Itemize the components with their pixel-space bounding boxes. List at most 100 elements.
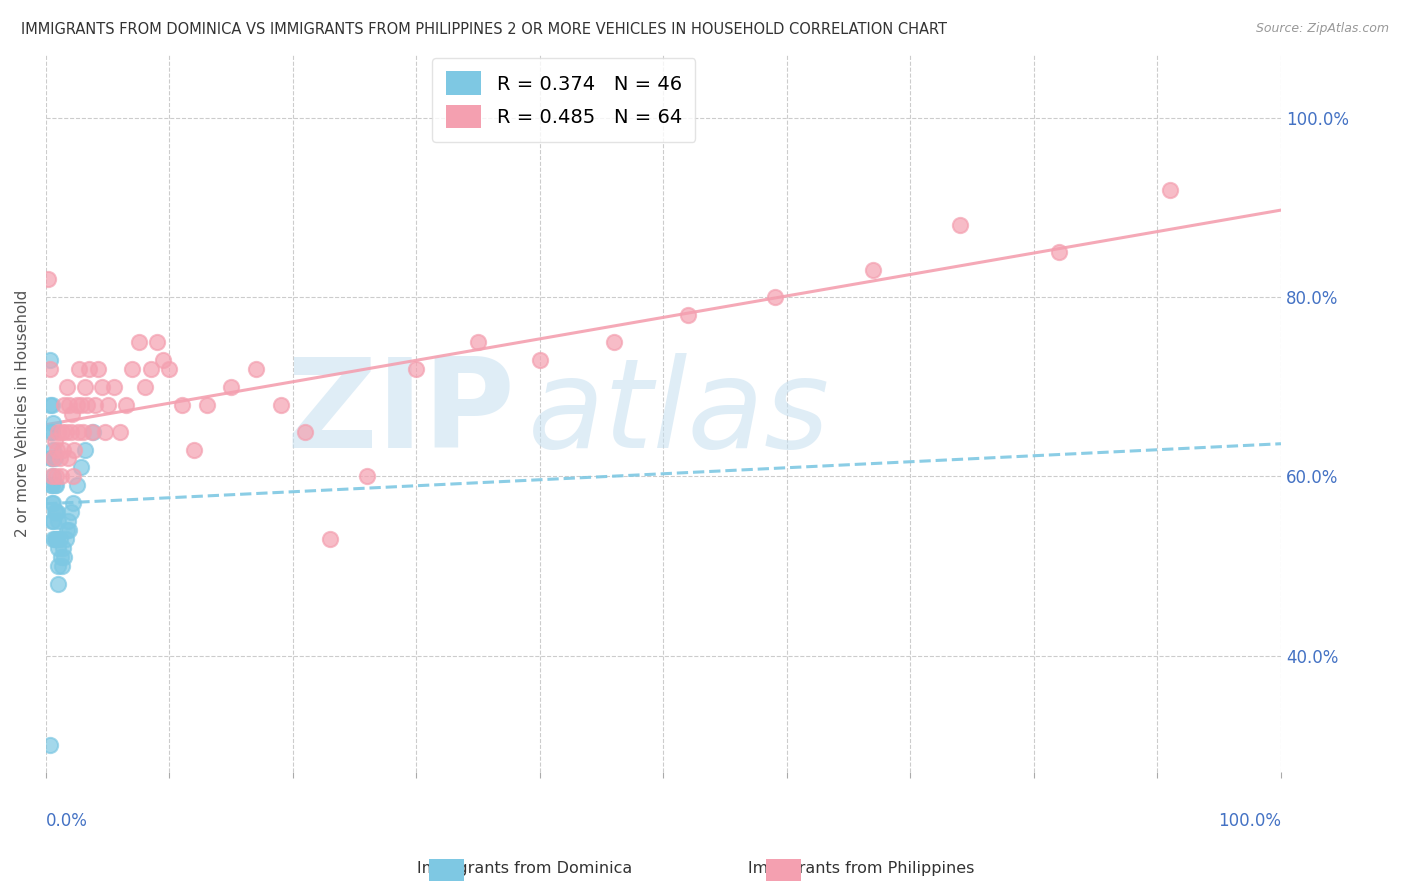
Point — [48, 451, 70, 466]
Point — [69, 398, 91, 412]
Point — [67, 425, 90, 439]
Point — [58, 398, 80, 412]
Text: Source: ZipAtlas.com: Source: ZipAtlas.com — [1256, 22, 1389, 36]
Point — [76, 398, 98, 412]
Point — [115, 398, 138, 412]
Point — [46, 577, 69, 591]
Point — [42, 514, 65, 528]
Point — [152, 352, 174, 367]
Point — [121, 361, 143, 376]
Point — [139, 361, 162, 376]
Point — [59, 505, 82, 519]
Point — [63, 442, 86, 457]
Point — [46, 541, 69, 555]
Point — [39, 425, 62, 439]
Point — [58, 523, 80, 537]
Point — [66, 478, 89, 492]
Point — [41, 451, 63, 466]
Point — [94, 425, 117, 439]
Point — [75, 380, 97, 394]
Point — [45, 505, 67, 519]
Point — [77, 361, 100, 376]
Point — [52, 442, 75, 457]
Point — [41, 425, 63, 439]
Point — [80, 425, 103, 439]
Text: 100.0%: 100.0% — [1218, 812, 1281, 830]
Point — [294, 425, 316, 439]
Point — [66, 398, 89, 412]
Point — [48, 532, 70, 546]
Point — [49, 550, 72, 565]
Point — [676, 308, 699, 322]
Text: 0.0%: 0.0% — [46, 812, 87, 830]
Point — [146, 334, 169, 349]
Point — [72, 425, 94, 439]
Point — [41, 398, 63, 412]
Point — [39, 478, 62, 492]
Point — [1047, 245, 1070, 260]
Point — [62, 496, 84, 510]
Text: atlas: atlas — [527, 353, 830, 475]
Point — [55, 532, 77, 546]
Point — [58, 514, 80, 528]
Point — [219, 380, 242, 394]
Point — [38, 352, 60, 367]
Point — [46, 505, 69, 519]
Point — [38, 398, 60, 412]
Point — [46, 559, 69, 574]
Point — [75, 442, 97, 457]
Text: IMMIGRANTS FROM DOMINICA VS IMMIGRANTS FROM PHILIPPINES 2 OR MORE VEHICLES IN HO: IMMIGRANTS FROM DOMINICA VS IMMIGRANTS F… — [21, 22, 948, 37]
Point — [763, 290, 786, 304]
Point — [51, 425, 73, 439]
Point — [44, 532, 66, 546]
Point — [90, 380, 112, 394]
Point — [41, 469, 63, 483]
Point — [183, 442, 205, 457]
Point — [45, 532, 67, 546]
Point — [56, 380, 79, 394]
Point — [42, 469, 65, 483]
Text: Immigrants from Philippines: Immigrants from Philippines — [713, 861, 974, 876]
Point — [245, 361, 267, 376]
Point — [467, 334, 489, 349]
Text: Immigrants from Dominica: Immigrants from Dominica — [381, 861, 631, 876]
Text: ZIP: ZIP — [287, 353, 515, 475]
Point — [42, 532, 65, 546]
Point — [45, 469, 67, 483]
Point — [44, 451, 66, 466]
Point — [529, 352, 551, 367]
Point — [56, 523, 79, 537]
Point — [69, 460, 91, 475]
Point — [195, 398, 218, 412]
Point — [319, 532, 342, 546]
Point — [949, 219, 972, 233]
Point — [41, 478, 63, 492]
Point — [42, 496, 65, 510]
Point — [38, 361, 60, 376]
Point — [49, 469, 72, 483]
Point — [134, 380, 156, 394]
Point — [46, 425, 69, 439]
Point — [87, 361, 110, 376]
Point — [42, 416, 65, 430]
Point — [51, 559, 73, 574]
Point — [39, 451, 62, 466]
Point — [82, 425, 104, 439]
Point — [356, 469, 378, 483]
Point — [128, 334, 150, 349]
Point — [170, 398, 193, 412]
Point — [46, 532, 69, 546]
Point — [60, 407, 83, 421]
Point — [41, 514, 63, 528]
Point — [103, 380, 125, 394]
Point — [1159, 183, 1181, 197]
Point — [44, 478, 66, 492]
Point — [41, 496, 63, 510]
Point — [108, 425, 131, 439]
Point — [53, 398, 76, 412]
Point — [159, 361, 181, 376]
Point — [44, 434, 66, 448]
Point — [53, 550, 76, 565]
Point — [44, 505, 66, 519]
Point — [405, 361, 427, 376]
